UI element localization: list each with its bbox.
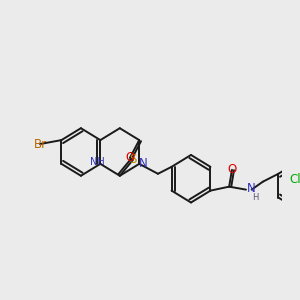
- Text: Cl: Cl: [289, 173, 300, 186]
- Text: O: O: [125, 152, 134, 164]
- Text: N: N: [139, 158, 147, 170]
- Text: H: H: [253, 193, 259, 202]
- Text: NH: NH: [90, 157, 105, 167]
- Text: Br: Br: [33, 138, 46, 151]
- Text: N: N: [247, 182, 256, 195]
- Text: S: S: [129, 153, 137, 167]
- Text: O: O: [227, 163, 237, 176]
